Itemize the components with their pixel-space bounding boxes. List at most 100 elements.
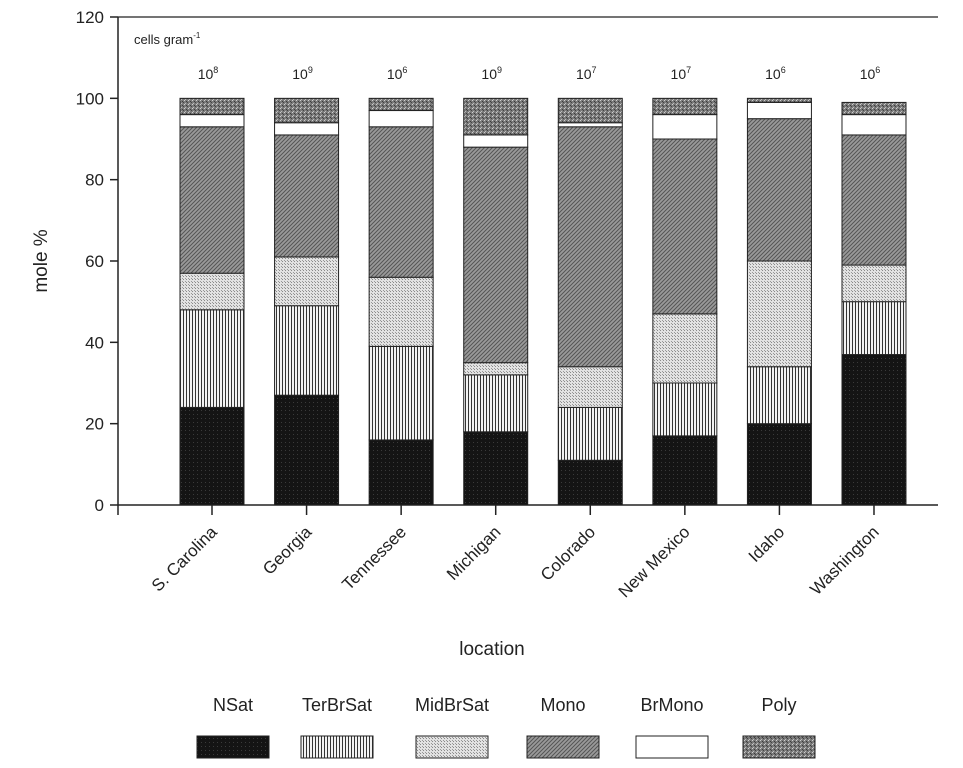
bar-segment bbox=[652, 435, 718, 506]
bar-segment bbox=[652, 138, 718, 315]
bar-segment bbox=[179, 406, 245, 506]
cell-density-exponent: 7 bbox=[686, 65, 691, 75]
cell-density-base: 10 bbox=[481, 66, 497, 82]
bar-segment bbox=[557, 122, 623, 128]
legend-label: NSat bbox=[213, 695, 253, 715]
bar-segment bbox=[841, 264, 907, 303]
bar-segment bbox=[841, 114, 907, 136]
cell-density-base: 10 bbox=[198, 66, 214, 82]
bar-segment bbox=[368, 126, 434, 278]
cell-density-base: 10 bbox=[860, 66, 876, 82]
cell-density-base: 10 bbox=[671, 66, 687, 82]
bar-segment bbox=[274, 97, 340, 124]
x-axis-title: location bbox=[459, 639, 525, 660]
legend: NSat TerBrSat MidBrSat Mono BrMono Poly bbox=[196, 695, 816, 759]
bar-segment bbox=[179, 309, 245, 408]
cell-density-exponent: 6 bbox=[781, 65, 786, 75]
y-tick-label: 60 bbox=[85, 252, 104, 271]
bars bbox=[179, 97, 907, 506]
bar-segment bbox=[179, 97, 245, 116]
legend-swatch bbox=[526, 735, 600, 759]
bar-segment bbox=[463, 362, 529, 376]
bar-segment bbox=[746, 97, 812, 103]
bar-segment bbox=[274, 394, 340, 506]
cell-density-exponent: 6 bbox=[402, 65, 407, 75]
y-axis-ticks: 0 20 40 60 80 100 120 bbox=[76, 8, 118, 515]
bar-segment bbox=[746, 260, 812, 368]
x-axis-ticks: S. Carolina Georgia Tennessee Michigan Color… bbox=[117, 505, 883, 601]
legend-swatch bbox=[196, 735, 270, 759]
bar-segment bbox=[368, 276, 434, 347]
legend-label: Poly bbox=[761, 695, 796, 715]
x-tick-label: New Mexico bbox=[615, 522, 694, 601]
legend-label: Mono bbox=[540, 695, 585, 715]
cell-density-base: 10 bbox=[765, 66, 781, 82]
bar-segment bbox=[274, 134, 340, 258]
cell-density-label: 108 bbox=[198, 65, 219, 82]
cell-density-label: 107 bbox=[671, 65, 692, 82]
bar-segment bbox=[463, 374, 529, 433]
bar-segment bbox=[274, 256, 340, 307]
bar-segment bbox=[841, 101, 907, 116]
cell-density-base: 10 bbox=[292, 66, 308, 82]
cell-density-exponent: 6 bbox=[875, 65, 880, 75]
cell-density-label: 106 bbox=[387, 65, 408, 82]
cell-density-exponent: 9 bbox=[497, 65, 502, 75]
x-tick-label: Georgia bbox=[259, 522, 316, 579]
x-tick-label: Colorado bbox=[537, 522, 599, 584]
bar-segment bbox=[179, 114, 245, 128]
cell-density-labels: 108 109 106 109 107 107 106 106 bbox=[198, 65, 881, 82]
bar-segment bbox=[746, 423, 812, 506]
x-tick-label: Idaho bbox=[745, 522, 789, 566]
bar-segment bbox=[652, 97, 718, 116]
cells-per-gram-superscript: -1 bbox=[193, 31, 201, 40]
y-tick-label: 20 bbox=[85, 415, 104, 434]
bar-segment bbox=[368, 110, 434, 128]
bar-segment bbox=[652, 114, 718, 140]
legend-swatch bbox=[415, 735, 489, 759]
cell-density-label: 107 bbox=[576, 65, 597, 82]
x-tick-label: Washington bbox=[806, 522, 882, 598]
bar-segment bbox=[557, 97, 623, 124]
y-axis-title: mole % bbox=[31, 229, 52, 292]
bar-segment bbox=[841, 134, 907, 266]
cell-density-exponent: 8 bbox=[213, 65, 218, 75]
bar-segment bbox=[557, 126, 623, 368]
bar-segment bbox=[557, 366, 623, 408]
cell-density-base: 10 bbox=[576, 66, 592, 82]
x-tick-label: Michigan bbox=[443, 522, 505, 584]
bar-segment bbox=[746, 101, 812, 120]
x-tick-label: Tennessee bbox=[338, 522, 410, 594]
cell-density-exponent: 9 bbox=[308, 65, 313, 75]
cell-density-label: 106 bbox=[860, 65, 881, 82]
y-tick-label: 0 bbox=[95, 496, 104, 515]
cell-density-label: 106 bbox=[765, 65, 786, 82]
cell-density-label: 109 bbox=[292, 65, 313, 82]
bar-segment bbox=[179, 126, 245, 274]
y-tick-label: 100 bbox=[76, 89, 104, 108]
legend-label: MidBrSat bbox=[415, 695, 489, 715]
legend-swatch bbox=[635, 735, 709, 759]
legend-swatch bbox=[742, 735, 816, 759]
bar-segment bbox=[557, 406, 623, 461]
bar-segment bbox=[179, 272, 245, 311]
bar-segment bbox=[652, 382, 718, 437]
legend-swatch bbox=[300, 735, 374, 759]
cell-density-exponent: 7 bbox=[592, 65, 597, 75]
bar-segment bbox=[368, 97, 434, 112]
y-tick-label: 120 bbox=[76, 8, 104, 27]
bar-segment bbox=[463, 146, 529, 364]
bar-segment bbox=[746, 366, 812, 425]
x-tick-label: S. Carolina bbox=[148, 522, 221, 595]
bar-segment bbox=[841, 301, 907, 356]
bar-segment bbox=[274, 305, 340, 396]
cells-per-gram-text: cells gram bbox=[134, 32, 193, 47]
bar-segment bbox=[368, 345, 434, 441]
y-tick-label: 40 bbox=[85, 333, 104, 352]
bar-segment bbox=[557, 459, 623, 506]
bar-segment bbox=[368, 439, 434, 506]
bar-segment bbox=[841, 354, 907, 506]
bar-segment bbox=[746, 118, 812, 262]
